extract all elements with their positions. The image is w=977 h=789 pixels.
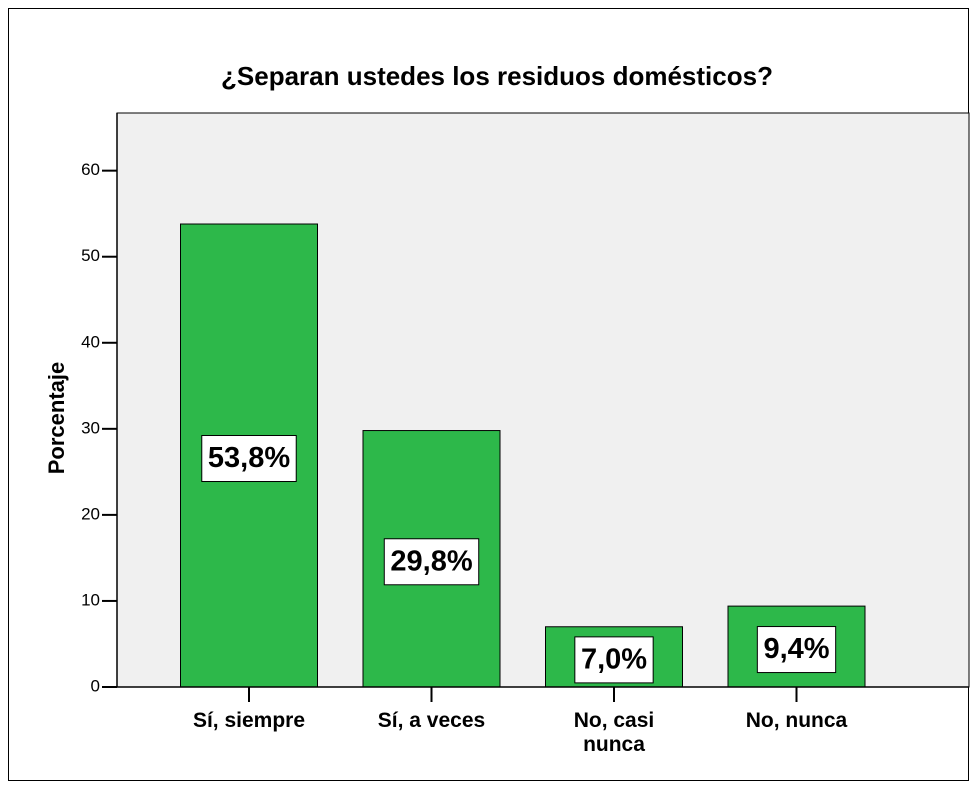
x-tick-label: Sí, siempre (192, 709, 306, 732)
y-tick-label: 50 (81, 246, 100, 265)
x-tick-label: No, nunca (745, 709, 848, 732)
value-label-box (756, 626, 837, 674)
y-axis-label: Porcentaje (44, 362, 69, 475)
y-tick-label: 30 (81, 418, 100, 437)
value-label-box (201, 435, 297, 483)
y-tick-label: 40 (81, 332, 100, 351)
value-label: 7,0% (581, 644, 647, 676)
x-tick-label: Sí, a veces (377, 709, 486, 732)
chart-title: ¿Separan ustedes los residuos domésticos… (221, 61, 773, 91)
value-label: 9,4% (763, 633, 829, 665)
value-label: 29,8% (390, 545, 472, 577)
y-tick-label: 0 (91, 676, 100, 695)
y-tick-label: 20 (81, 504, 100, 523)
value-label-box (574, 636, 654, 684)
y-tick-label: 60 (81, 160, 100, 179)
value-label: 53,8% (208, 442, 290, 474)
y-tick-label: 10 (81, 590, 100, 609)
x-tick-label: No, casi nunca (573, 709, 655, 756)
value-label-box (383, 538, 480, 586)
